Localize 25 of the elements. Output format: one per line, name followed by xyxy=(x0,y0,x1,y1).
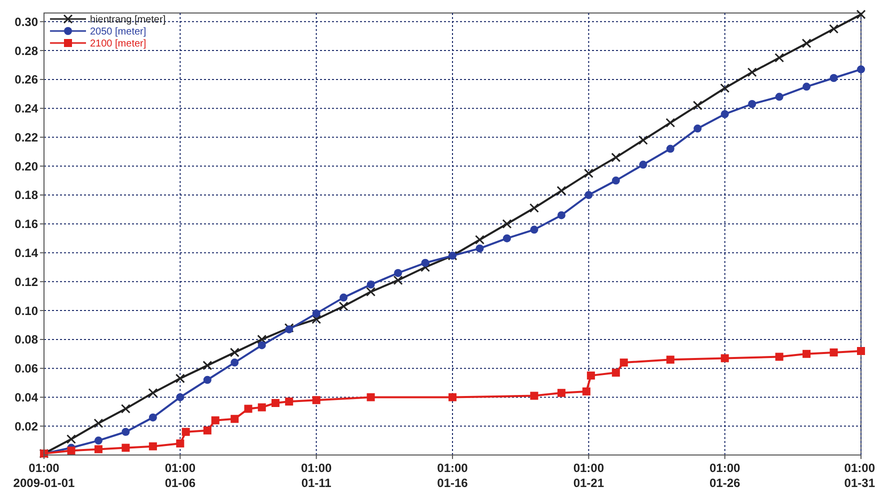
legend-label: 2100 [meter] xyxy=(90,38,146,50)
y-tick-label: 0.10 xyxy=(14,304,38,318)
y-tick-label: 0.26 xyxy=(14,72,38,87)
y-tick-label: 0.20 xyxy=(14,159,38,174)
x-tick-label: 01:00 2009-01-01 xyxy=(13,461,76,490)
legend-label: 2050 [meter] xyxy=(90,26,146,38)
y-tick-label: 0.30 xyxy=(14,14,38,29)
y-tick-label: 0.22 xyxy=(14,130,38,144)
y-tick-label: 0.04 xyxy=(14,390,38,404)
x-tick-label: 01:00 01-26 xyxy=(709,461,740,490)
y-tick-label: 0.06 xyxy=(14,362,38,376)
x-tick-label: 01:00 01-11 xyxy=(300,461,332,490)
y-tick-label: 0.02 xyxy=(14,419,38,434)
x-tick-label: 01:00 01-16 xyxy=(437,461,468,490)
legend-label: hientrang [meter] xyxy=(90,14,166,26)
y-tick-label: 0.14 xyxy=(14,246,38,260)
y-tick-label: 0.12 xyxy=(14,274,38,289)
y-tick-label: 0.08 xyxy=(14,332,38,347)
x-tick-label: 01:00 01-31 xyxy=(844,461,876,490)
y-tick-label: 0.28 xyxy=(14,44,38,58)
x-tick-label: 01:00 01-21 xyxy=(573,461,604,490)
x-tick-label: 01:00 01-06 xyxy=(164,461,196,490)
y-tick-label: 0.24 xyxy=(14,102,38,116)
y-tick-label: 0.16 xyxy=(14,217,38,232)
y-tick-label: 0.18 xyxy=(14,188,38,202)
